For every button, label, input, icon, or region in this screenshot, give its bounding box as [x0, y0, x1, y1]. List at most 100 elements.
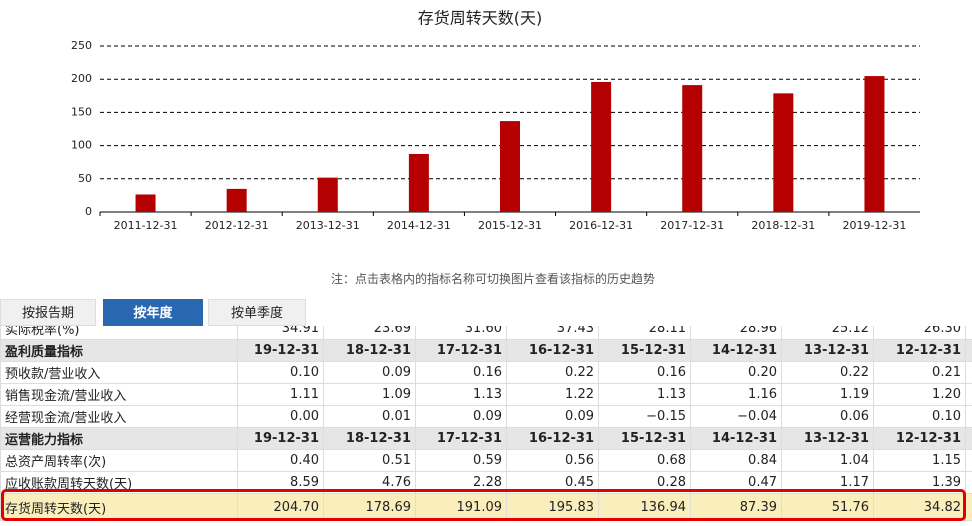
x-tick-label: 2019-12-31	[842, 219, 906, 232]
cell: 87.39	[690, 493, 782, 521]
cell: 136.94	[598, 493, 691, 521]
x-tick-label: 2012-12-31	[205, 219, 269, 232]
cell: 51.76	[781, 493, 874, 521]
table-row: 存货周转天数(天) 204.70 178.69 191.09 195.83 136.94 8…	[0, 493, 972, 521]
cell: 1.15	[873, 449, 966, 472]
x-tick-label: 2017-12-31	[660, 219, 724, 232]
cell: 0.10	[873, 405, 966, 428]
x-tick-label: 2013-12-31	[296, 219, 360, 232]
cell: 1.16	[690, 383, 782, 406]
cell: 0.47	[690, 471, 782, 494]
cell: 34.91	[237, 326, 324, 340]
note: 注：点击表格内的指标名称可切换图片查看该指标的历史趋势	[330, 272, 655, 286]
table-row: 应收账款周转天数(天) 8.59 4.76 2.28 0.45 0.28 0.47 1.17 1…	[0, 471, 972, 494]
bar	[317, 177, 338, 212]
y-tick-label: 250	[71, 39, 92, 52]
cell: 0.16	[415, 361, 507, 384]
cell: 8.59	[237, 471, 324, 494]
cell: 17-12-31	[415, 427, 507, 450]
table-row: 总资产周转率(次) 0.40 0.51 0.59 0.56 0.68 0.84 1.04 1.1…	[0, 449, 972, 472]
cell: 0.68	[598, 449, 691, 472]
cell: 11-12-31	[965, 427, 972, 450]
cell: 12-12-31	[873, 339, 966, 362]
row-label[interactable]: 销售现金流/营业收入	[0, 383, 238, 406]
cell: 1.17	[965, 449, 972, 472]
row-label: 运营能力指标	[0, 427, 238, 450]
cell: 15-12-31	[598, 339, 691, 362]
cell: 0.22	[965, 361, 972, 384]
cell: 18-12-31	[323, 427, 416, 450]
cell: 178.69	[323, 493, 416, 521]
table-row: 实际税率(%) 34.91 23.69 31.60 37.43 28.11 28.96 25.…	[0, 326, 972, 340]
cell: 2.28	[415, 471, 507, 494]
cell: 15-12-31	[598, 427, 691, 450]
cell: 13-12-31	[781, 427, 874, 450]
cell: 204.70	[237, 493, 324, 521]
cell: 0.51	[323, 449, 416, 472]
cell: 0.28	[598, 471, 691, 494]
cell: 191.09	[415, 493, 507, 521]
table-wrap: 实际税率(%) 34.91 23.69 31.60 37.43 28.11 28.96 25.…	[0, 326, 972, 526]
y-tick-label: 0	[85, 205, 92, 218]
row-label[interactable]: 预收款/营业收入	[0, 361, 238, 384]
cell: 19-12-31	[237, 339, 324, 362]
x-tick-label: 2014-12-31	[387, 219, 451, 232]
row-label[interactable]: 总资产周转率(次)	[0, 449, 238, 472]
table-row: 销售现金流/营业收入 1.11 1.09 1.13 1.22 1.13 1.16 1.19 1.…	[0, 383, 972, 406]
cell: 25.12	[781, 326, 874, 340]
row-label[interactable]: 经营现金流/营业收入	[0, 405, 238, 428]
row-label[interactable]: 应收账款周转天数(天)	[0, 471, 238, 494]
bar	[500, 121, 520, 212]
bar	[226, 188, 247, 212]
cell: 1.24	[965, 383, 972, 406]
cell: 1.17	[781, 471, 874, 494]
x-tick-label: 2011-12-31	[114, 219, 178, 232]
cell: 1.39	[873, 471, 966, 494]
chart: 存货周转天数(天) 0 50 100 150 200 250 2011-12-31 2012-…	[71, 9, 920, 232]
cell: 4.76	[323, 471, 416, 494]
cell: 28.11	[598, 326, 691, 340]
cell: 26.39	[965, 493, 972, 521]
tab[interactable]: 按报告期	[0, 299, 96, 326]
tab[interactable]: 按单季度	[208, 299, 306, 326]
table: 实际税率(%) 34.91 23.69 31.60 37.43 28.11 28.96 25.…	[0, 326, 972, 521]
cell: 0.45	[506, 471, 599, 494]
x-tick-label: 2015-12-31	[478, 219, 542, 232]
cell: 12-12-31	[873, 427, 966, 450]
cell: 0.09	[506, 405, 599, 428]
cell: 0.10	[237, 361, 324, 384]
cell: 0.16	[598, 361, 691, 384]
cell: 28.96	[690, 326, 782, 340]
cell: 1.22	[506, 383, 599, 406]
cell: 0.06	[781, 405, 874, 428]
cell: 0.22	[781, 361, 874, 384]
bar	[773, 93, 794, 212]
row-label[interactable]: 实际税率(%)	[0, 326, 238, 340]
cell: 1.04	[781, 449, 874, 472]
cell: 23.69	[323, 326, 416, 340]
cell: 34.82	[873, 493, 966, 521]
cell: 0.21	[873, 361, 966, 384]
cell: 26.06	[965, 326, 972, 340]
bar	[408, 153, 429, 212]
cell: 16-12-31	[506, 339, 599, 362]
cell: 13-12-31	[781, 339, 874, 362]
cell: 0.13	[965, 405, 972, 428]
y-tick-label: 100	[71, 139, 92, 152]
chart-title: 存货周转天数(天)	[418, 9, 543, 28]
table-row: 运营能力指标 19-12-31 18-12-31 17-12-31 16-12-31 15…	[0, 427, 972, 450]
cell: 1.09	[323, 383, 416, 406]
row-label[interactable]: 存货周转天数(天)	[0, 493, 238, 521]
row-label: 盈利质量指标	[0, 339, 238, 362]
table-row: 盈利质量指标 19-12-31 18-12-31 17-12-31 16-12-31 15…	[0, 339, 972, 362]
cell: 1.13	[415, 383, 507, 406]
cell: −0.04	[690, 405, 782, 428]
cell: 37.43	[506, 326, 599, 340]
cell: 1.19	[781, 383, 874, 406]
table-row: 经营现金流/营业收入 0.00 0.01 0.09 0.09 −0.15 −0.04 0.06…	[0, 405, 972, 428]
tab[interactable]: 按年度	[103, 299, 203, 326]
cell: −0.15	[598, 405, 691, 428]
cell: 1.20	[873, 383, 966, 406]
table-row: 预收款/营业收入 0.10 0.09 0.16 0.22 0.16 0.20 0.22 0.21…	[0, 361, 972, 384]
bar	[135, 194, 156, 212]
